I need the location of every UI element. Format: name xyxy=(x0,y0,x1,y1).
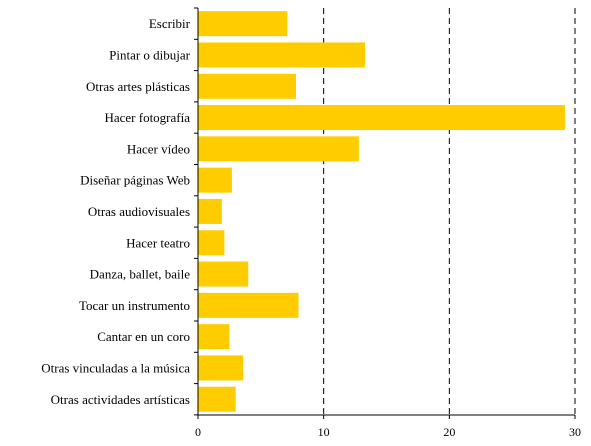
x-tick-label: 0 xyxy=(195,425,201,439)
bar-3 xyxy=(198,105,565,131)
bars xyxy=(198,11,565,412)
bar-4 xyxy=(198,136,359,162)
x-tick-label: 20 xyxy=(443,425,455,439)
category-label: Otras artes plásticas xyxy=(86,79,190,94)
x-axis xyxy=(194,7,576,419)
bar-1 xyxy=(198,42,366,68)
bar-7 xyxy=(198,230,225,256)
x-tick-label: 30 xyxy=(569,425,581,439)
x-tick-label: 10 xyxy=(318,425,330,439)
category-label: Otras vinculadas a la música xyxy=(41,360,190,375)
bar-11 xyxy=(198,355,244,381)
category-label: Cantar en un coro xyxy=(97,329,190,344)
bar-5 xyxy=(198,167,232,193)
category-label: Danza, ballet, baile xyxy=(90,267,191,282)
category-label: Tocar un instrumento xyxy=(79,298,190,313)
category-labels: Escribir Pintar o dibujar Otras artes plás… xyxy=(41,16,190,407)
bar-9 xyxy=(198,292,299,318)
bar-6 xyxy=(198,198,222,224)
category-label: Otras audiovisuales xyxy=(88,204,190,219)
x-tick-labels: 0 10 20 30 xyxy=(195,425,581,439)
bar-2 xyxy=(198,73,297,99)
bar-12 xyxy=(198,386,236,412)
category-label: Diseñar páginas Web xyxy=(80,173,190,188)
category-label: Pintar o dibujar xyxy=(109,47,191,62)
bar-10 xyxy=(198,324,230,350)
category-label: Escribir xyxy=(149,16,191,31)
bar-8 xyxy=(198,261,249,287)
category-label: Hacer teatro xyxy=(126,235,190,250)
category-label: Otras actividades artísticas xyxy=(51,392,190,407)
category-label: Hacer fotografía xyxy=(104,110,190,125)
bar-0 xyxy=(198,11,288,37)
category-label: Hacer vídeo xyxy=(127,141,190,156)
grid-lines xyxy=(323,8,576,415)
